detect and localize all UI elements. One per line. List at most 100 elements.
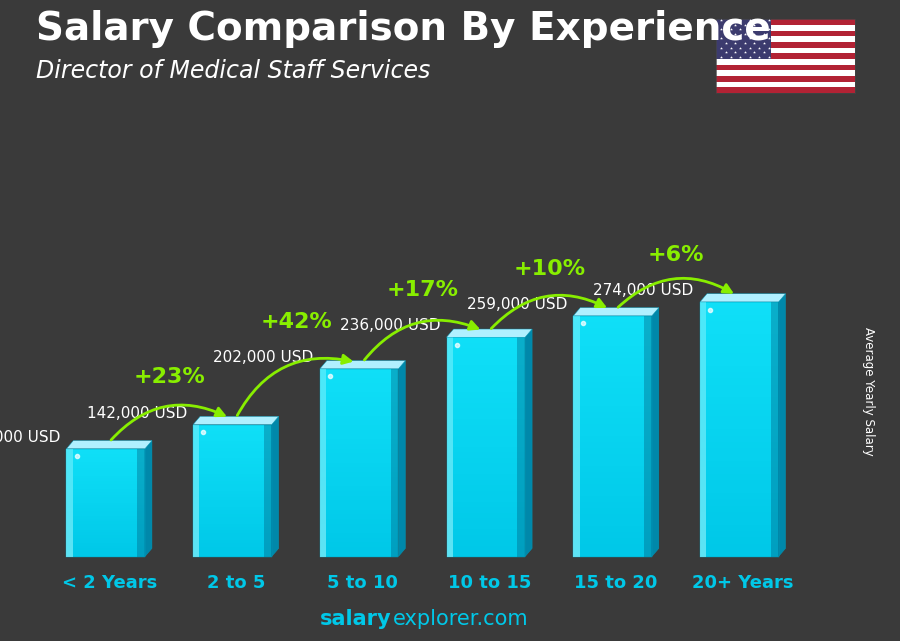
Polygon shape <box>194 520 272 524</box>
Polygon shape <box>446 329 532 337</box>
Polygon shape <box>194 530 272 533</box>
Polygon shape <box>573 533 580 538</box>
Polygon shape <box>320 547 399 552</box>
Polygon shape <box>446 474 453 479</box>
Polygon shape <box>67 505 145 508</box>
Polygon shape <box>446 381 453 387</box>
Text: salary: salary <box>320 610 392 629</box>
Polygon shape <box>320 402 326 406</box>
Polygon shape <box>67 545 145 549</box>
Polygon shape <box>67 457 145 460</box>
Polygon shape <box>67 513 73 516</box>
Polygon shape <box>194 431 272 435</box>
Polygon shape <box>446 479 525 485</box>
Polygon shape <box>194 484 200 487</box>
Polygon shape <box>67 460 73 462</box>
Polygon shape <box>67 551 145 554</box>
Polygon shape <box>700 442 706 448</box>
Bar <box>716 76 855 81</box>
Polygon shape <box>194 547 272 550</box>
Polygon shape <box>700 519 706 525</box>
Bar <box>716 53 855 59</box>
Polygon shape <box>573 400 652 406</box>
Polygon shape <box>700 321 778 328</box>
Polygon shape <box>67 549 145 551</box>
Polygon shape <box>320 397 326 402</box>
Polygon shape <box>194 520 200 524</box>
Polygon shape <box>320 491 326 495</box>
Polygon shape <box>194 444 272 447</box>
Polygon shape <box>194 478 200 481</box>
Polygon shape <box>446 535 525 540</box>
Polygon shape <box>67 478 73 481</box>
Polygon shape <box>573 485 652 490</box>
Polygon shape <box>700 531 706 537</box>
Polygon shape <box>446 524 525 529</box>
Polygon shape <box>573 490 580 496</box>
Polygon shape <box>194 501 272 504</box>
Polygon shape <box>573 460 652 466</box>
Polygon shape <box>573 346 652 352</box>
Polygon shape <box>446 502 453 507</box>
Polygon shape <box>320 439 399 444</box>
Polygon shape <box>446 529 525 535</box>
Polygon shape <box>194 451 200 454</box>
Polygon shape <box>194 474 272 478</box>
Polygon shape <box>67 543 145 545</box>
Polygon shape <box>778 294 786 556</box>
Polygon shape <box>320 369 399 374</box>
Polygon shape <box>67 476 145 478</box>
Polygon shape <box>320 533 399 538</box>
Polygon shape <box>573 454 652 460</box>
Polygon shape <box>320 416 399 420</box>
Polygon shape <box>700 378 778 385</box>
Polygon shape <box>320 481 326 486</box>
Polygon shape <box>320 486 326 491</box>
Polygon shape <box>446 392 525 397</box>
Polygon shape <box>525 329 532 556</box>
Polygon shape <box>700 461 778 467</box>
Polygon shape <box>320 463 399 467</box>
Polygon shape <box>194 513 200 517</box>
Polygon shape <box>573 364 580 370</box>
Polygon shape <box>700 537 706 544</box>
Polygon shape <box>320 430 326 435</box>
Polygon shape <box>194 490 200 494</box>
Polygon shape <box>573 485 580 490</box>
Polygon shape <box>320 392 399 397</box>
Polygon shape <box>573 358 652 364</box>
Polygon shape <box>194 550 272 553</box>
Polygon shape <box>700 321 706 328</box>
Polygon shape <box>320 486 399 491</box>
Polygon shape <box>573 533 652 538</box>
Polygon shape <box>700 308 778 315</box>
Polygon shape <box>700 340 706 346</box>
Polygon shape <box>320 528 399 533</box>
Polygon shape <box>700 346 706 353</box>
Polygon shape <box>67 511 145 513</box>
Polygon shape <box>194 490 272 494</box>
Polygon shape <box>67 440 152 449</box>
Polygon shape <box>320 505 399 510</box>
Polygon shape <box>573 448 580 454</box>
Polygon shape <box>446 348 453 354</box>
Polygon shape <box>67 532 73 535</box>
Polygon shape <box>573 478 652 485</box>
Polygon shape <box>320 383 326 388</box>
Polygon shape <box>700 480 778 487</box>
Polygon shape <box>446 551 525 556</box>
Polygon shape <box>194 438 200 441</box>
Text: 142,000 USD: 142,000 USD <box>86 406 187 420</box>
Polygon shape <box>700 499 778 506</box>
Text: 2 to 5: 2 to 5 <box>207 574 266 592</box>
Polygon shape <box>573 454 580 460</box>
Polygon shape <box>573 478 580 485</box>
Polygon shape <box>194 474 200 478</box>
Polygon shape <box>320 514 326 519</box>
Polygon shape <box>194 467 200 470</box>
Polygon shape <box>320 449 399 453</box>
Polygon shape <box>320 552 326 556</box>
Polygon shape <box>320 542 399 547</box>
Polygon shape <box>446 348 525 354</box>
Polygon shape <box>194 540 272 544</box>
